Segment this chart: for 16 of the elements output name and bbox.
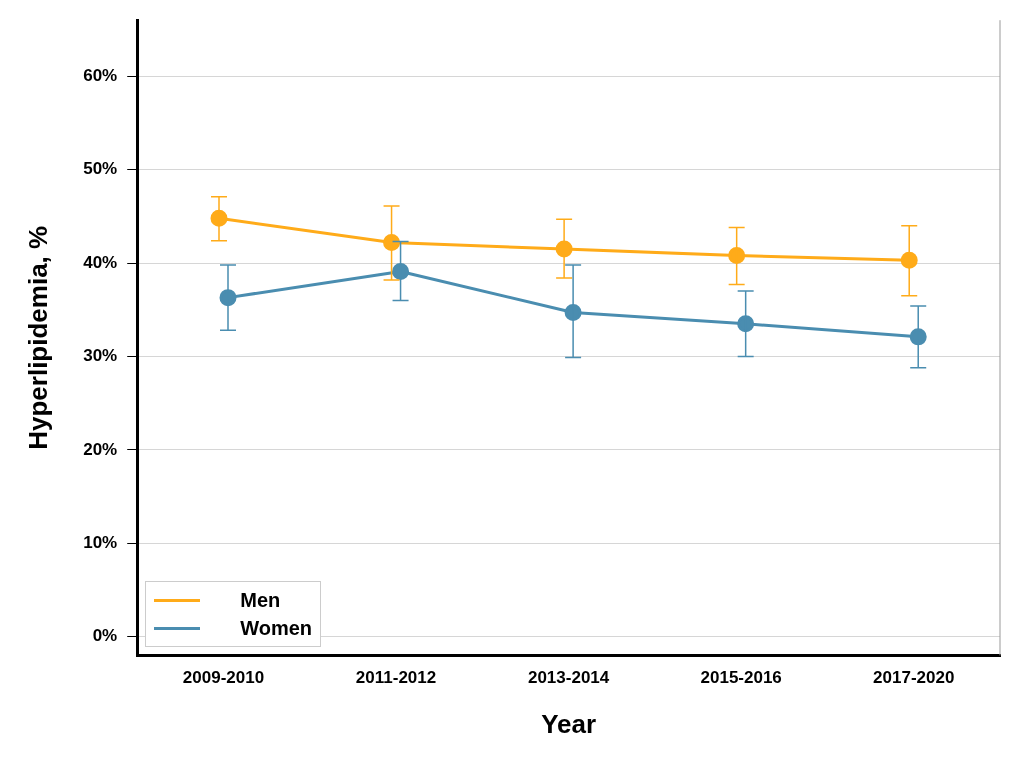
y-tick-label: 30%	[83, 346, 118, 366]
legend-label: Men	[240, 588, 281, 612]
y-tick-label: 20%	[83, 439, 118, 459]
y-tick-label: 50%	[83, 159, 118, 179]
x-axis-title: Year	[541, 708, 597, 739]
x-tick-label: 2013-2014	[527, 668, 610, 688]
y-tick-label: 10%	[83, 532, 118, 552]
x-tick-label: 2011-2012	[355, 668, 437, 688]
x-tick-label: 2015-2016	[700, 668, 782, 688]
y-axis-title: Hyperlipidemia, %	[22, 225, 53, 450]
y-tick-label: 40%	[83, 252, 118, 272]
y-tick-label: 0%	[92, 626, 118, 646]
y-tick-label: 60%	[83, 65, 118, 85]
x-tick-label: 2017-2020	[873, 668, 955, 688]
legend-label: Women	[240, 616, 313, 640]
x-tick-label: 2009-2010	[182, 668, 265, 688]
